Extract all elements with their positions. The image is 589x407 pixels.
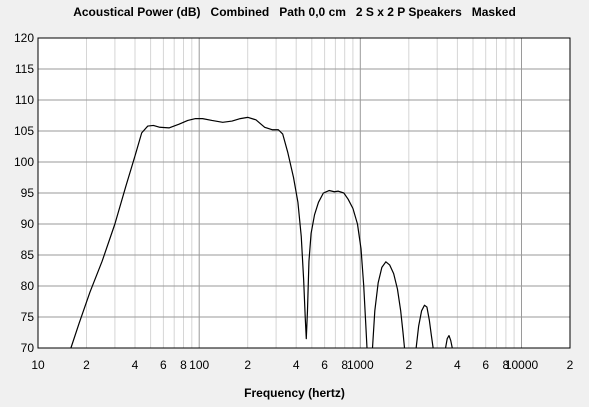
chart-title: Acoustical Power (dB) Combined Path 0,0 … — [73, 5, 516, 19]
x-tick-label: 8 — [341, 358, 348, 372]
x-tick-label: 2 — [244, 358, 251, 372]
x-tick-label: 8 — [180, 358, 187, 372]
response-curve-segment — [415, 304, 434, 349]
x-tick-label: 2 — [83, 358, 90, 372]
x-tick-label: 4 — [454, 358, 461, 372]
x-tick-label: 6 — [482, 358, 489, 372]
x-tick-label: 10 — [31, 358, 45, 372]
response-curve-segment — [371, 261, 406, 349]
x-tick-label: 4 — [132, 358, 139, 372]
x-tick-label: 4 — [293, 358, 300, 372]
y-tick-label: 95 — [21, 186, 35, 200]
y-tick-label: 90 — [21, 217, 35, 231]
x-tick-label: 10000 — [505, 358, 539, 372]
curve-layer — [70, 116, 453, 349]
grid-layer — [38, 38, 570, 348]
y-tick-label: 120 — [14, 31, 34, 45]
plot-border — [37, 37, 571, 349]
x-tick-label: 1000 — [347, 358, 374, 372]
x-tick-label: 100 — [189, 358, 209, 372]
x-tick-label: 2 — [567, 358, 574, 372]
y-tick-label: 115 — [15, 62, 34, 76]
y-tick-label: 75 — [21, 310, 35, 324]
response-curve-segment — [444, 335, 453, 349]
response-curve-segment — [70, 116, 368, 349]
y-tick-label: 110 — [15, 93, 34, 107]
y-tick-label: 100 — [14, 155, 34, 169]
x-tick-label: 6 — [321, 358, 328, 372]
y-tick-label: 105 — [14, 124, 34, 138]
x-tick-label: 2 — [405, 358, 412, 372]
y-tick-label: 80 — [21, 279, 35, 293]
x-axis-label: Frequency (hertz) — [244, 386, 345, 400]
x-tick-label: 6 — [160, 358, 167, 372]
y-tick-label: 70 — [21, 341, 35, 355]
y-tick-label: 85 — [21, 248, 35, 262]
x-tick-label: 8 — [503, 358, 510, 372]
